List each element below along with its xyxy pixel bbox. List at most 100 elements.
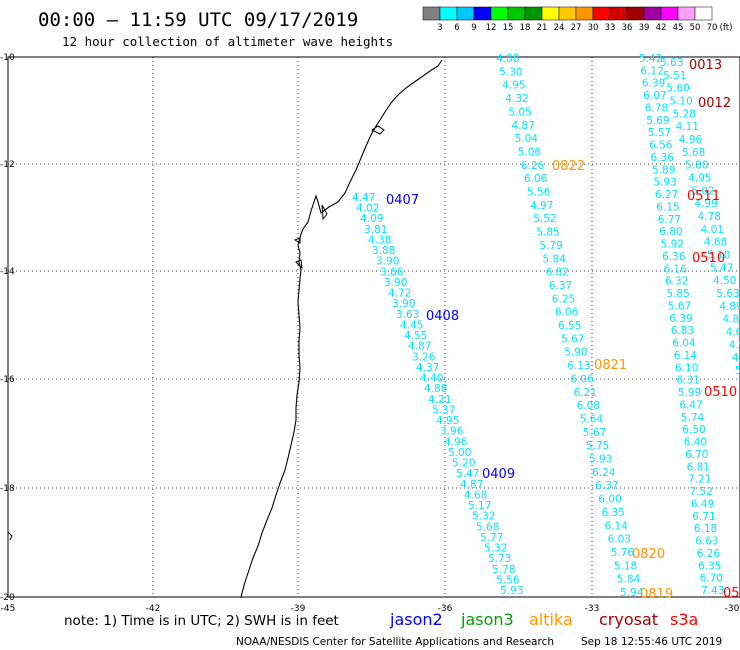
wave-height-value: 3.26 <box>412 351 436 363</box>
legend-mission-altika: altika <box>529 610 573 629</box>
colorbar-tick-label: 50 <box>690 23 701 33</box>
wave-height-value: 6.06 <box>570 373 594 385</box>
wave-height-value: 5.00 <box>448 447 471 459</box>
lon-label: -33 <box>585 604 600 614</box>
wave-height-value: 5.67 <box>583 427 606 439</box>
wave-height-value: 4.68 <box>704 237 727 249</box>
wave-height-value: 6.31 <box>677 375 700 387</box>
wave-height-value: 5.77 <box>480 532 503 544</box>
lon-label: -39 <box>291 604 306 614</box>
wave-height-value: 3.90 <box>384 277 407 289</box>
wave-height-value: 5.56 <box>496 574 520 586</box>
wave-height-value: 5.73 <box>488 553 511 565</box>
wave-height-value: 5.10 <box>669 96 692 108</box>
pass-time-label: 0013 <box>689 58 722 73</box>
legend-mission-cryosat: cryosat <box>599 610 658 629</box>
wave-height-value: 4.09 <box>360 213 383 225</box>
wave-height-value: 6.12 <box>640 65 663 77</box>
colorbar-tick-label: 42 <box>656 23 667 33</box>
wave-height-value: 6.16 <box>664 263 688 275</box>
wave-height-value: 4.12 <box>732 352 740 364</box>
mission-legend: jason2 jason3 altika cryosat s3a <box>389 610 698 629</box>
wave-height-value: 7.43 <box>701 585 724 597</box>
lon-label: -42 <box>146 604 161 614</box>
wave-height-value: 6.71 <box>692 511 715 523</box>
colorbar-swatch <box>643 6 662 21</box>
wave-height-value: 5.94 <box>620 587 644 599</box>
altimeter-tracks: 4.474.024.093.814.383.883.903.663.904.72… <box>352 53 740 599</box>
wave-height-value: 6.37 <box>549 280 572 292</box>
wave-height-value: 4.87 <box>460 479 483 491</box>
colorbar-swatch <box>541 6 560 21</box>
wave-height-value: 5.69 <box>646 115 669 127</box>
colorbar-tick-label: 45 <box>673 23 684 33</box>
wave-height-value: 6.77 <box>658 214 681 226</box>
wave-height-value: 6.32 <box>665 276 688 288</box>
wave-height-value: 5.68 <box>682 147 705 159</box>
wave-height-value: 4.95 <box>688 173 711 185</box>
colorbar-swatch <box>439 6 458 21</box>
coastline-islands <box>7 125 385 541</box>
wave-height-value: 5.74 <box>681 412 705 424</box>
wave-height-value: 6.81 <box>687 461 710 473</box>
wave-height-value: 5.63 <box>716 288 739 300</box>
wave-height-value: 5.10 <box>707 250 730 262</box>
wave-height-value: 6.40 <box>684 437 707 449</box>
wave-height-value: 4.97 <box>530 200 553 212</box>
wave-height-value: 4.89 <box>719 301 740 313</box>
lon-label: -36 <box>438 604 453 614</box>
pass-time-label: 0821 <box>594 358 627 373</box>
wave-height-value: 6.70 <box>685 449 708 461</box>
wave-height-value: 6.63 <box>695 536 718 548</box>
wave-height-value: 3.96 <box>440 426 464 438</box>
wave-height-value: 5.64 <box>580 414 604 426</box>
pass-time-label: 0819 <box>640 587 673 602</box>
wave-height-value: 6.47 <box>679 399 702 411</box>
wave-height-value: 4.21 <box>428 394 451 406</box>
pass-time-label: 0409 <box>482 467 515 482</box>
wave-height-value: 4.96 <box>444 436 468 448</box>
colorbar-swatch <box>558 6 577 21</box>
wave-height-value: 6.26 <box>697 548 721 560</box>
wave-height-value: 5.84 <box>617 574 641 586</box>
colorbar-unit: (ft) <box>720 23 733 33</box>
pass-time-label: 0510 <box>692 251 725 266</box>
wave-height-value: 4.40 <box>420 373 443 385</box>
colorbar-tick-label: 21 <box>537 23 548 33</box>
footer-credit: NOAA/NESDIS Center for Satellite Applica… <box>236 636 554 648</box>
wave-height-value: 6.25 <box>552 293 575 305</box>
colorbar-tick-label: 18 <box>520 23 531 33</box>
wave-height-value: 6.36 <box>651 152 675 164</box>
wave-height-value: 6.35 <box>698 560 721 572</box>
wave-height-value: 5.06 <box>518 146 542 158</box>
wave-height-value: 6.21 <box>574 387 597 399</box>
colorbar-tick-label: 70 <box>707 23 718 33</box>
lon-label: -45 <box>1 604 16 614</box>
latitude-labels: -10 -12 -14 -16 -18 -20 <box>0 53 15 603</box>
pass-time-label: 05 <box>723 586 740 601</box>
wave-height-value: 5.47 <box>710 262 733 274</box>
wave-height-value: 6.06 <box>555 307 579 319</box>
wave-height-value: 5.05 <box>508 106 531 118</box>
longitude-labels: -45 -42 -39 -36 -33 -30 <box>1 604 740 614</box>
colorbar-swatch <box>490 6 509 21</box>
wave-height-value: 5.76 <box>611 547 635 559</box>
wave-height-value: 4.78 <box>698 211 721 223</box>
colorbar-tick-label: 33 <box>605 23 616 33</box>
colorbar-tick-label: 6 <box>454 23 459 33</box>
wave-height-value: 5.30 <box>499 66 522 78</box>
wave-height-value: 6.49 <box>691 498 714 510</box>
colorbar-swatch <box>575 6 594 21</box>
colorbar-tick-label: 15 <box>503 23 514 33</box>
wave-height-value: 5.84 <box>543 253 567 265</box>
wave-height-value: 3.90 <box>392 298 415 310</box>
wave-height-value: 4.86 <box>723 314 740 326</box>
colorbar-tick-label: 24 <box>554 23 565 33</box>
lat-label: -18 <box>0 484 15 494</box>
wave-height-value: 4.60 <box>726 327 740 339</box>
wave-height-value: 6.14 <box>674 350 698 362</box>
wave-height-value: 5.92 <box>661 239 684 251</box>
wave-height-value: 5.28 <box>673 108 696 120</box>
wave-height-value: 6.14 <box>605 520 629 532</box>
legend-mission-jason2: jason2 <box>389 610 443 629</box>
